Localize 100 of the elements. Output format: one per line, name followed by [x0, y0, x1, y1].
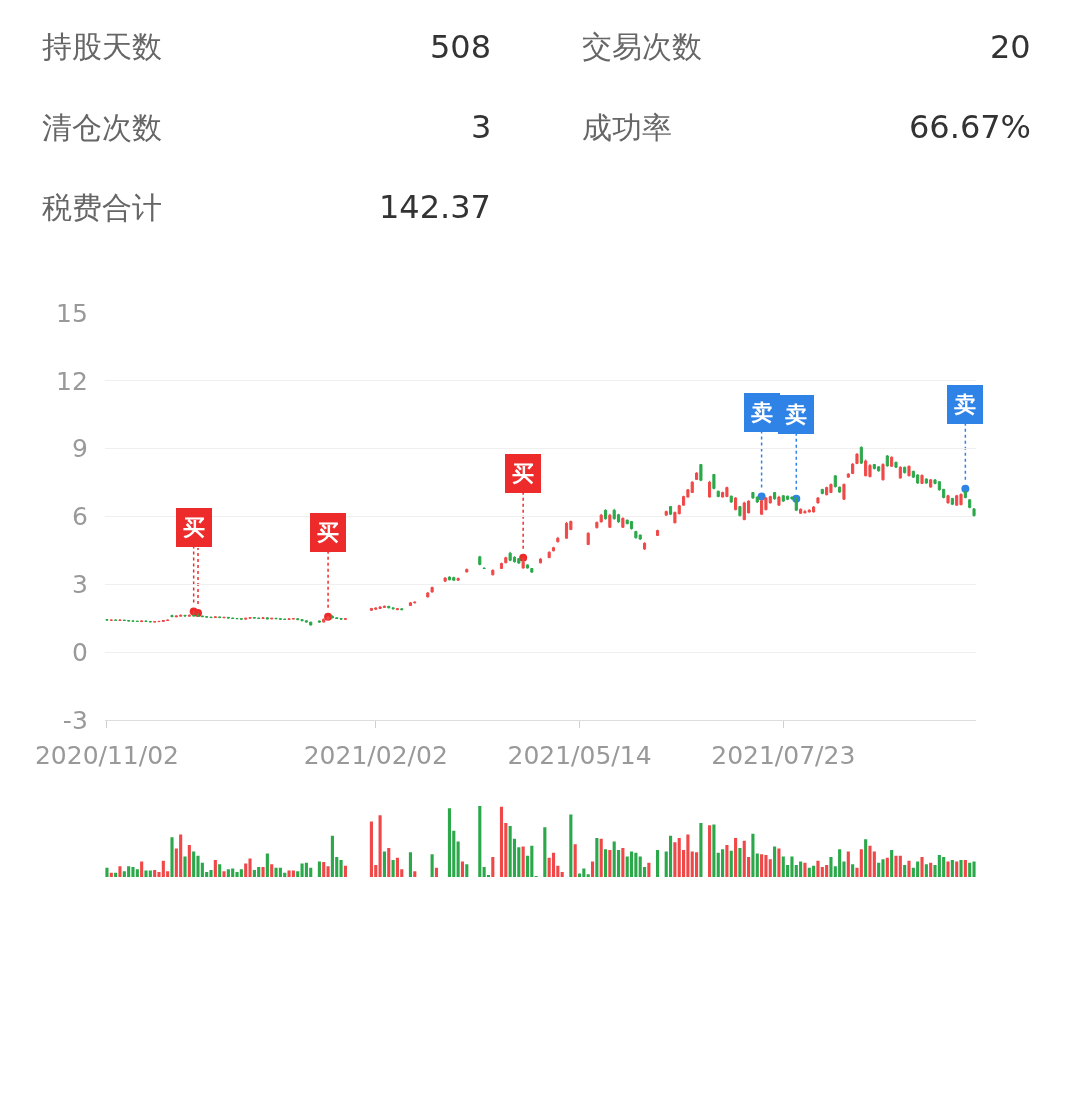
bar	[755, 853, 759, 877]
bar	[799, 861, 803, 877]
text: 买	[183, 515, 205, 540]
bar	[382, 851, 386, 877]
bar	[907, 860, 911, 877]
bar	[603, 849, 608, 877]
bar	[465, 864, 469, 877]
candlestick	[621, 516, 625, 529]
candlestick	[738, 505, 742, 517]
candlestick	[218, 616, 222, 619]
candlestick	[122, 619, 126, 622]
y-tick-label: 9	[71, 434, 88, 464]
candlestick	[304, 620, 308, 623]
candlestick	[291, 617, 295, 620]
candlestick	[924, 478, 928, 485]
candlestick	[833, 474, 837, 489]
candlestick	[547, 550, 551, 559]
bar	[478, 806, 482, 877]
bar	[729, 850, 733, 877]
bar	[118, 866, 122, 877]
candlestick	[456, 577, 460, 582]
y-tick-label: 6	[71, 502, 88, 532]
candlestick	[777, 495, 781, 507]
x-tick-label: 2021/05/14	[507, 741, 652, 770]
bar	[296, 871, 300, 877]
candlestick	[525, 563, 530, 570]
bar	[790, 856, 794, 877]
bar	[807, 867, 811, 877]
candlestick	[105, 618, 109, 621]
bar	[222, 871, 226, 877]
candlestick	[690, 480, 694, 494]
bar	[326, 866, 330, 877]
bar	[265, 853, 269, 877]
bar	[491, 857, 495, 877]
bar	[530, 845, 534, 877]
candlestick	[742, 501, 746, 521]
candlestick	[551, 546, 556, 552]
candlestick	[721, 491, 725, 499]
candlestick	[443, 576, 447, 583]
bar	[148, 870, 152, 877]
candlestick	[898, 465, 902, 480]
candlestick	[426, 591, 430, 598]
bar	[209, 869, 213, 877]
bar	[244, 863, 248, 877]
bar	[543, 827, 547, 877]
candlestick	[517, 557, 521, 565]
bar	[590, 861, 595, 877]
bar	[885, 857, 889, 877]
candlestick	[309, 621, 313, 626]
bar	[864, 839, 868, 877]
candlestick	[608, 513, 612, 529]
candlestick	[699, 463, 703, 482]
candlestick	[343, 617, 347, 621]
bar	[369, 821, 373, 877]
bar	[751, 833, 755, 877]
bar	[608, 850, 612, 877]
bar	[434, 867, 439, 877]
bar	[261, 867, 265, 877]
bar	[955, 861, 959, 877]
bar	[708, 825, 712, 877]
bar	[959, 859, 963, 877]
candlestick	[829, 482, 833, 494]
bar	[812, 865, 816, 877]
candlestick	[239, 617, 243, 620]
candlestick	[205, 615, 209, 618]
text: 买	[317, 520, 339, 545]
y-tick-label: 0	[71, 637, 88, 667]
candlestick	[807, 508, 811, 513]
bar	[287, 870, 291, 877]
candlestick	[564, 521, 569, 540]
bar	[127, 866, 131, 877]
bar	[235, 872, 239, 877]
candlestick	[629, 520, 634, 531]
candlestick	[244, 617, 248, 620]
bar	[257, 867, 261, 877]
bar	[621, 847, 625, 877]
bar	[183, 856, 187, 877]
candlestick	[278, 617, 282, 620]
bar	[521, 846, 525, 877]
candlestick	[612, 508, 616, 521]
bar	[213, 859, 217, 877]
bar	[781, 856, 785, 877]
bar	[131, 867, 135, 877]
candlestick	[148, 620, 152, 623]
bar	[686, 834, 690, 877]
bar	[916, 861, 920, 877]
candlestick	[153, 620, 157, 623]
text: 买	[512, 461, 534, 486]
candlestick	[655, 529, 660, 537]
candlestick	[946, 494, 950, 504]
candlestick	[252, 616, 256, 619]
bar	[135, 869, 139, 877]
category-label: 税费合计	[42, 190, 162, 225]
bar	[573, 844, 577, 877]
bar	[734, 837, 738, 877]
bar	[153, 869, 157, 877]
text: 卖	[751, 400, 773, 425]
bar	[161, 860, 165, 877]
bar	[742, 840, 746, 877]
bar	[343, 865, 347, 877]
